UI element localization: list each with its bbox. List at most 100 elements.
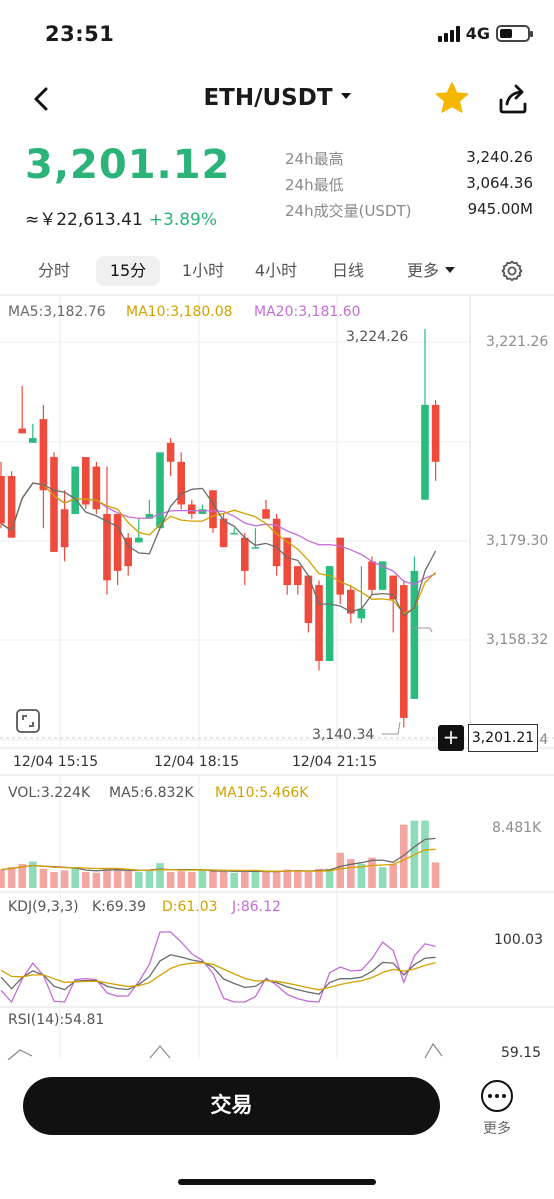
- candle-body: [315, 585, 323, 661]
- volume-bar: [294, 870, 302, 888]
- tab-4h[interactable]: 4小时: [254, 261, 298, 280]
- x-tick-label: 12/04 18:15: [154, 754, 240, 770]
- volume-bar: [357, 863, 366, 888]
- vol-max-label: 8.481K: [492, 820, 542, 836]
- stat-value: 3,064.36: [466, 174, 533, 192]
- volume-bar: [166, 871, 175, 888]
- low-price-label: 3,140.34: [312, 727, 375, 743]
- battery-icon: [496, 25, 533, 42]
- favorite-button[interactable]: [434, 80, 470, 116]
- candle-body: [336, 537, 344, 595]
- rsi-line: [424, 1042, 443, 1059]
- pair-selector[interactable]: ETH/USDT: [0, 85, 554, 111]
- volume-bar: [60, 870, 69, 888]
- bottom-bar: 交易 更多: [0, 1060, 554, 1199]
- more-dots-icon: [481, 1080, 513, 1112]
- candle-body: [347, 589, 355, 614]
- tab-1h[interactable]: 1小时: [181, 261, 225, 280]
- tab-daily[interactable]: 日线: [331, 261, 364, 280]
- candle-body: [18, 428, 26, 434]
- price-sub: ≈￥22,613.41 +3.89%: [25, 205, 217, 230]
- candle-body: [60, 509, 69, 548]
- kdj-d-legend: D:61.03: [162, 899, 218, 915]
- tab-timeshare[interactable]: 分时: [37, 261, 70, 280]
- ma5-legend: MA5:3,182.76: [8, 304, 106, 320]
- more-button[interactable]: 更多: [472, 1080, 522, 1140]
- candle-body: [82, 457, 90, 505]
- stat-row-high: 24h最高 3,240.26: [285, 148, 533, 174]
- chart-settings-button[interactable]: [499, 258, 525, 284]
- volume-bar: [315, 868, 323, 888]
- candle-body: [325, 566, 334, 661]
- rsi-line: [149, 1045, 171, 1059]
- volume-bar: [325, 868, 334, 888]
- ma10-legend: MA10:3,180.08: [126, 304, 233, 320]
- volume-bar: [177, 871, 185, 888]
- candle-body: [241, 537, 249, 571]
- candle-body: [304, 575, 313, 624]
- ma20-legend: MA20:3,181.60: [254, 304, 361, 320]
- volume-bar: [347, 859, 355, 888]
- star-icon: [435, 82, 469, 113]
- status-time: 23:51: [45, 22, 115, 46]
- last-price: 3,201.12: [25, 142, 231, 188]
- volume-bar: [39, 868, 48, 888]
- stat-row-low: 24h最低 3,064.36: [285, 174, 533, 200]
- candle-body: [198, 509, 207, 514]
- stat-value: 945.00M: [467, 200, 533, 218]
- kdj-param-legend: KDJ(9,3,3): [8, 899, 79, 915]
- y-tick-label: 3,221.26: [486, 334, 549, 350]
- chevron-left-icon: [34, 87, 48, 111]
- volume-bar: [113, 868, 122, 888]
- crosshair-price-label: 3,201.21: [468, 724, 538, 752]
- trade-button[interactable]: 交易: [23, 1077, 440, 1135]
- status-icons: 4G: [437, 24, 533, 43]
- volume-bar: [241, 871, 249, 888]
- crosshair-add-button[interactable]: +: [438, 725, 464, 751]
- ma5-line: [0, 482, 437, 617]
- caret-down-icon: [445, 266, 455, 273]
- fullscreen-button[interactable]: [15, 708, 41, 734]
- candle-body: [103, 513, 111, 581]
- y-tick-label: 3,158.32: [486, 632, 549, 648]
- vol-ma10-line: [0, 848, 436, 872]
- volume-bar: [0, 869, 5, 888]
- candle-body: [156, 452, 164, 529]
- volume-bar: [82, 871, 90, 888]
- volume-bar: [92, 872, 101, 888]
- candle-body: [71, 466, 79, 514]
- kdj-k-legend: K:69.39: [92, 899, 146, 915]
- gear-icon: [501, 260, 523, 282]
- ma10-line: [0, 482, 437, 615]
- candle-body: [166, 442, 175, 462]
- volume-bar: [421, 820, 429, 888]
- candle-body: [378, 561, 387, 590]
- stats-panel: 24h最高 3,240.26 24h最低 3,064.36 24h成交量(USDT)…: [285, 148, 533, 226]
- volume-bar: [29, 861, 37, 888]
- volume-bar: [188, 871, 196, 888]
- stat-label: 24h最高: [285, 150, 344, 168]
- kdj-d-line: [0, 962, 436, 991]
- back-button[interactable]: [26, 82, 56, 116]
- chart-area[interactable]: MA5:3,182.76 MA10:3,180.08 MA20:3,181.60…: [0, 292, 554, 1062]
- volume-bar: [378, 867, 387, 888]
- candle-body: [357, 608, 366, 619]
- share-button[interactable]: [496, 82, 530, 116]
- pair-title: ETH/USDT: [203, 85, 333, 111]
- candle-body: [188, 504, 196, 514]
- volume-bar: [389, 863, 397, 888]
- stat-value: 3,240.26: [466, 148, 533, 166]
- tab-more[interactable]: 更多: [396, 256, 466, 286]
- volume-bar: [368, 857, 376, 888]
- candle-body: [230, 532, 238, 535]
- volume-bar: [230, 872, 238, 888]
- candle-body: [400, 585, 408, 718]
- volume-bar: [50, 871, 58, 888]
- candle-body: [124, 537, 132, 567]
- volume-bar: [198, 869, 207, 888]
- y-tick-label: 3,179.30: [486, 533, 549, 549]
- status-bar: 23:51 4G: [0, 0, 554, 72]
- tab-15m[interactable]: 15分: [96, 256, 160, 286]
- candlestick-chart[interactable]: [0, 292, 554, 1062]
- rsi-line: [7, 1049, 33, 1061]
